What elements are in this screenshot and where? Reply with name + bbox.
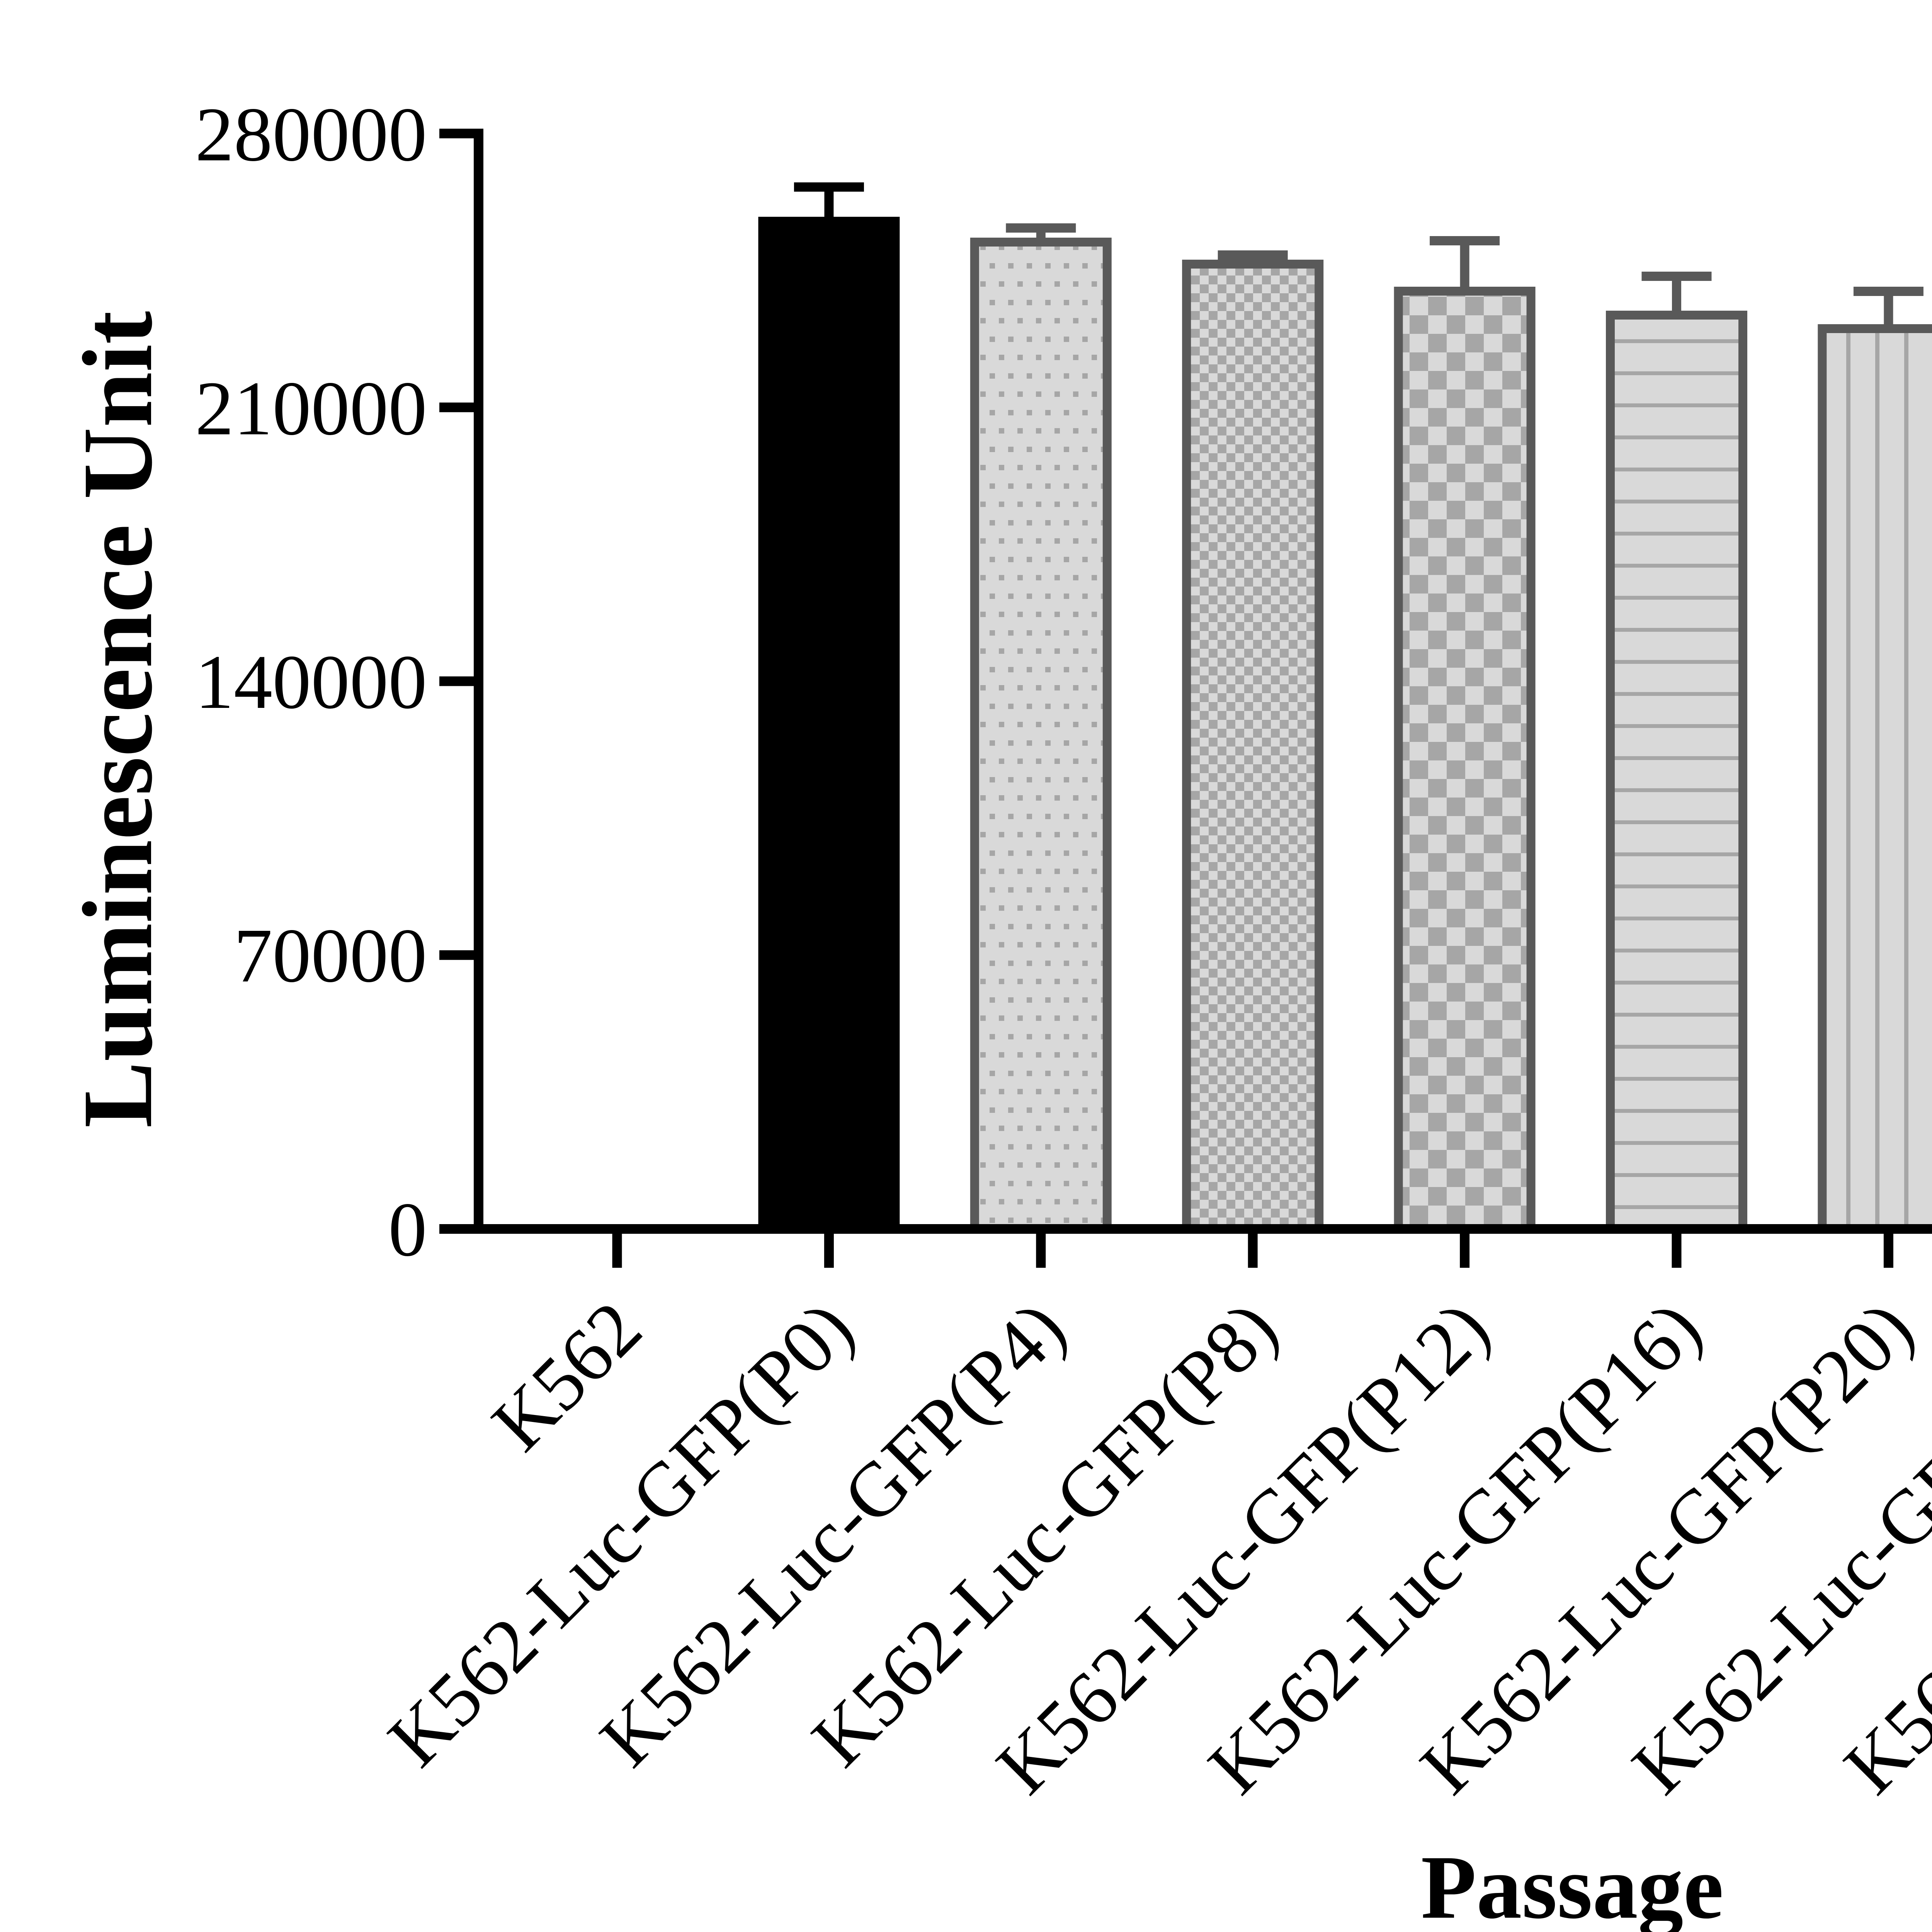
svg-text:70000: 70000	[234, 913, 427, 998]
svg-text:280000: 280000	[195, 92, 427, 177]
svg-text:0: 0	[388, 1187, 427, 1272]
svg-text:Passage: Passage	[1421, 1837, 1723, 1932]
svg-text:Luminescence Unit: Luminescence Unit	[62, 310, 173, 1128]
svg-text:210000: 210000	[195, 366, 427, 451]
svg-text:140000: 140000	[195, 639, 427, 725]
